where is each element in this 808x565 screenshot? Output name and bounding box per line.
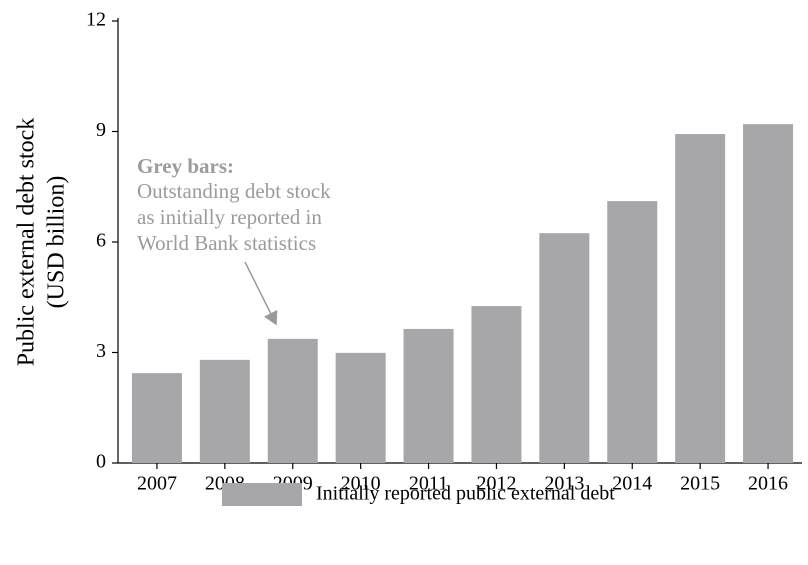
bar — [199, 359, 250, 463]
x-tick-label: 2015 — [680, 473, 720, 495]
x-tick-label: 2014 — [612, 473, 652, 495]
y-tick-label: 9 — [96, 119, 106, 141]
annotation-title: Grey bars: — [137, 154, 234, 178]
annotation-arrow — [244, 261, 278, 326]
annotation-line: Outstanding debt stock — [137, 179, 331, 203]
legend-label: Initially reported public external debt — [316, 483, 615, 505]
x-tick-label: 2016 — [748, 473, 788, 495]
x-tick-label: 2007 — [137, 473, 177, 495]
y-tick-label: 3 — [96, 340, 106, 362]
bar — [607, 201, 658, 464]
x-tick-label: 2013 — [544, 473, 584, 495]
annotation-line: World Bank statistics — [137, 231, 316, 255]
bar — [675, 134, 726, 463]
bar — [743, 124, 794, 463]
y-axis-title-line: (USD billion) — [44, 176, 70, 309]
x-tick-label: 2012 — [476, 473, 516, 495]
legend-swatch — [222, 483, 302, 506]
y-axis-title-line: Public external debt stock — [14, 118, 40, 367]
x-tick-label: 2010 — [341, 473, 381, 495]
x-tick-label: 2011 — [409, 473, 448, 495]
bar — [267, 338, 318, 463]
bar — [403, 328, 454, 463]
y-tick-label: 12 — [86, 9, 106, 31]
bar — [131, 373, 182, 463]
y-axis-title: Public external debt stock (USD billion) — [14, 118, 70, 367]
y-tick-label: 6 — [96, 230, 106, 252]
annotation-line: as initially reported in — [137, 205, 322, 229]
bar — [539, 233, 590, 463]
bar — [471, 306, 522, 463]
y-tick-label: 0 — [96, 451, 106, 473]
bar — [335, 352, 386, 463]
